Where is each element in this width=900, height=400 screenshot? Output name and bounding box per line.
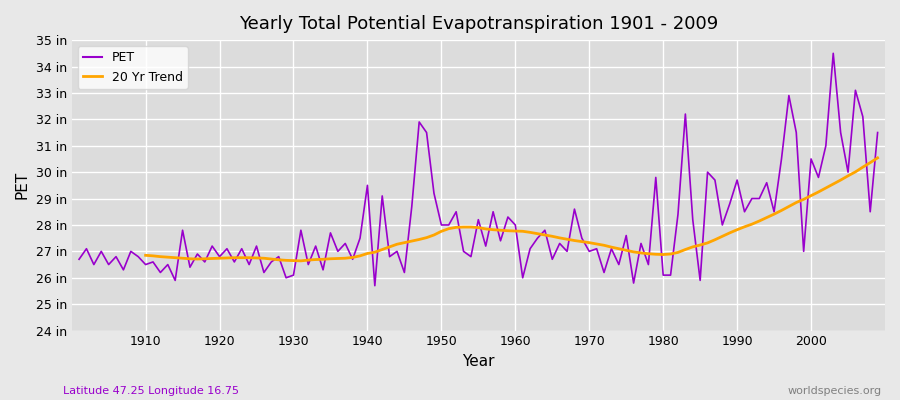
Legend: PET, 20 Yr Trend: PET, 20 Yr Trend — [78, 46, 188, 89]
X-axis label: Year: Year — [462, 354, 495, 369]
Title: Yearly Total Potential Evapotranspiration 1901 - 2009: Yearly Total Potential Evapotranspiratio… — [238, 15, 718, 33]
Y-axis label: PET: PET — [15, 171, 30, 200]
Text: worldspecies.org: worldspecies.org — [788, 386, 882, 396]
Text: Latitude 47.25 Longitude 16.75: Latitude 47.25 Longitude 16.75 — [63, 386, 239, 396]
